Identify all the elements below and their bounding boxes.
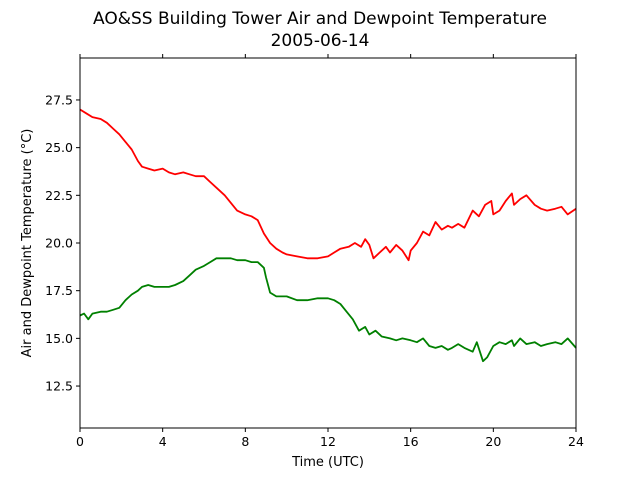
x-tick-label: 16 — [403, 434, 419, 449]
x-tick-label: 24 — [568, 434, 584, 449]
y-tick-label: 15.0 — [45, 331, 73, 346]
series-line-1 — [79, 108, 577, 262]
x-tick-label: 8 — [241, 434, 249, 449]
series-line-2 — [79, 257, 577, 363]
chart-title: AO&SS Building Tower Air and Dewpoint Te… — [93, 9, 547, 29]
y-tick-label: 17.5 — [45, 283, 73, 298]
y-tick-label: 20.0 — [45, 236, 73, 251]
x-tick-label: 20 — [485, 434, 501, 449]
chart-subtitle: 2005-06-14 — [271, 31, 370, 51]
y-tick-label: 12.5 — [45, 379, 73, 394]
series-layer — [79, 108, 577, 363]
y-axis-label: Air and Dewpoint Temperature (°C) — [20, 129, 35, 358]
x-tick-label: 12 — [320, 434, 336, 449]
x-tick-label: 4 — [159, 434, 167, 449]
y-tick-label: 22.5 — [45, 188, 73, 203]
plot-frame — [79, 57, 577, 429]
y-axis: 12.5 15.0 17.5 20.0 22.5 25.0 27.5 — [45, 92, 80, 394]
x-tick-label: 0 — [76, 434, 84, 449]
x-axis-label: Time (UTC) — [291, 455, 364, 470]
y-tick-label: 27.5 — [45, 92, 73, 107]
y-tick-label: 25.0 — [45, 140, 73, 155]
x-axis: 0 4 8 12 16 20 24 — [76, 54, 584, 449]
